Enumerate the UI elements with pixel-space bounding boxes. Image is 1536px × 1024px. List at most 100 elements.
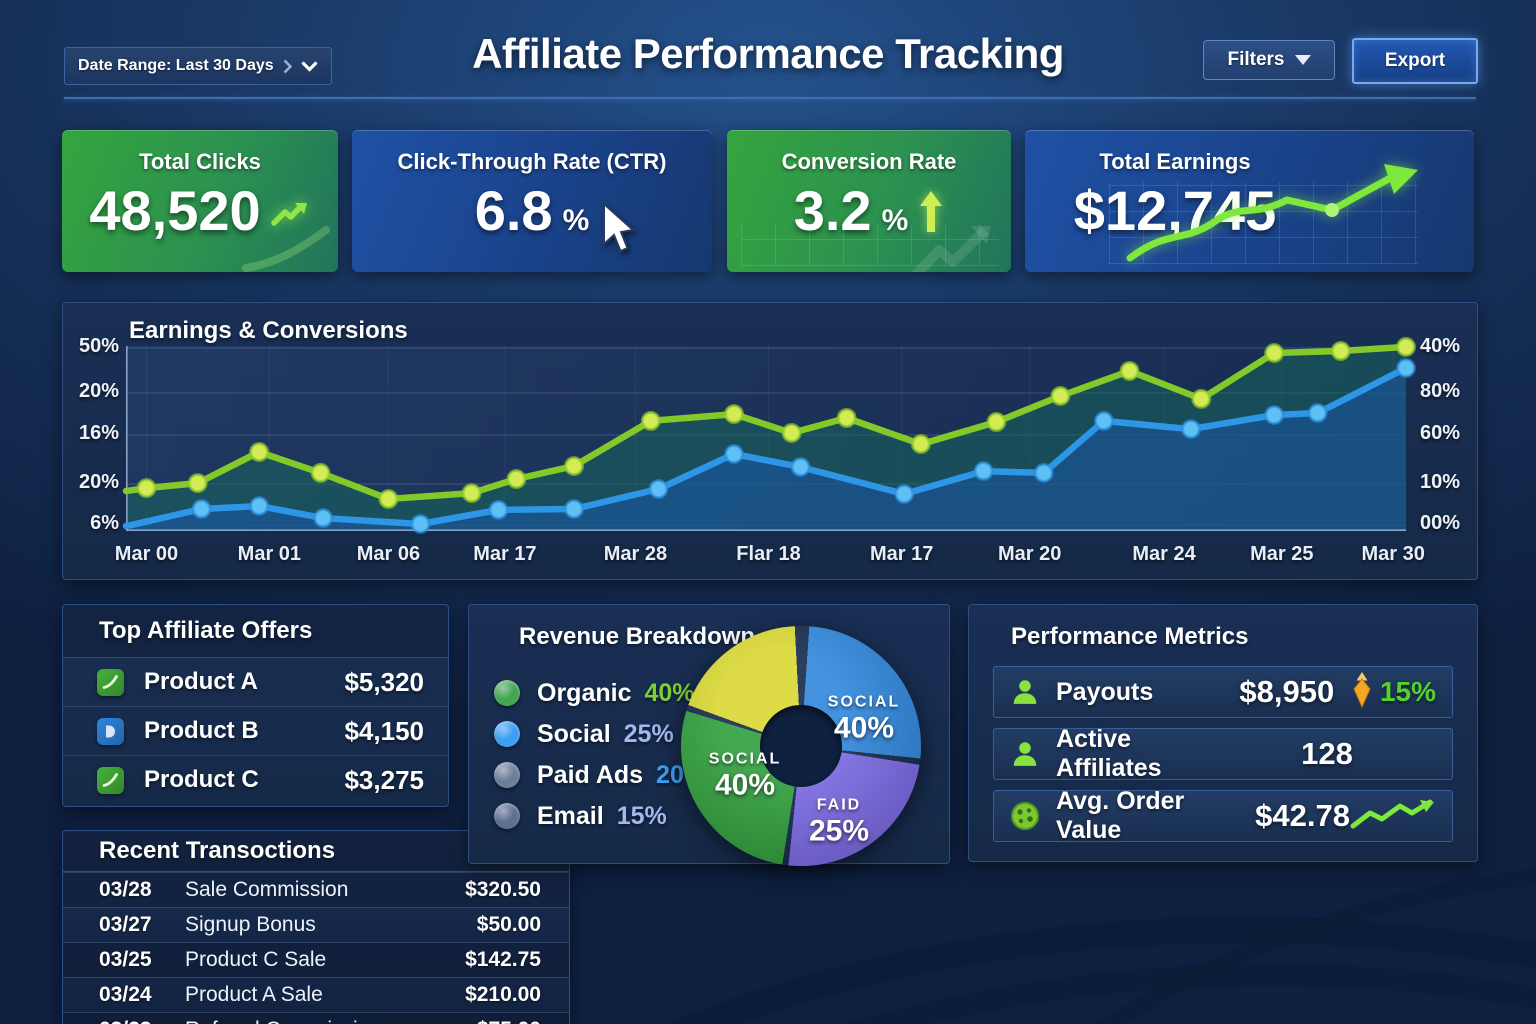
donut-hole (760, 705, 842, 787)
x-axis-tick: Mar 00 (114, 543, 179, 565)
legend-item-organic[interactable]: Organic 40% (494, 675, 695, 711)
page-title: Affiliate Performance Tracking (472, 30, 1064, 77)
y-axis-tick-left: 20% (78, 471, 119, 493)
x-axis-tick: Mar 17 (869, 543, 934, 565)
x-axis-tick: Mar 25 (1250, 543, 1314, 565)
kpi-card-total-clicks: Total Clicks 48,520 (62, 130, 338, 272)
legend-dot-icon (494, 762, 520, 788)
transaction-date: 03/24 (99, 983, 152, 1006)
y-axis-tick-left: 50% (78, 335, 119, 358)
transaction-list-item[interactable]: 03/28 Sale Commission $320.50 (63, 872, 569, 907)
metric-label: Active Affiliates (1056, 725, 1162, 782)
product-d-icon (97, 717, 124, 745)
x-axis-tick: Mar 06 (356, 543, 421, 565)
donut-slice-value: 25% (808, 814, 870, 848)
chart-title: Earnings & Conversions (129, 317, 408, 344)
kpi-value: 3.2 (793, 179, 872, 242)
date-range-select[interactable]: Date Range: Last 30 Days (64, 47, 332, 85)
kpi-card-conversion-rate: Conversion Rate 3.2 % (727, 130, 1011, 272)
product-swoosh-icon (97, 668, 124, 696)
watermark-arrow-icon (242, 226, 330, 272)
offers-header: Top Affiliate Offers (63, 605, 448, 658)
offer-list-item[interactable]: Product C $3,275 (63, 755, 448, 804)
x-axis-tick: Flar 18 (736, 543, 801, 565)
date-range-label: Date Range: Last 30 Days (78, 57, 274, 74)
revenue-donut-chart[interactable]: SOCIAL 40% FAID 25% SOCIAL 40% (681, 626, 921, 866)
transaction-list-item[interactable]: 03/25 Product C Sale $142.75 (63, 942, 569, 977)
metric-label: Avg. Order Value (1056, 787, 1185, 844)
transactions-title: Recent Transoctions (99, 837, 336, 864)
metric-row-payouts[interactable]: Payouts $8,950 15% (993, 666, 1453, 718)
legend-value: 40% (644, 678, 695, 707)
transaction-list-item[interactable]: 03/24 Product A Sale $210.00 (63, 977, 569, 1012)
kpi-label: Click-Through Rate (CTR) (397, 149, 667, 174)
legend-item-email[interactable]: Email 15% (494, 798, 667, 834)
legend-name: Paid Ads (537, 760, 644, 789)
transaction-amount: $210.00 (465, 983, 541, 1006)
performance-metrics-panel: Performance Metrics Payouts $8,950 15% Acti… (968, 604, 1478, 862)
mouse-cursor-icon (602, 201, 640, 259)
legend-name: Email (537, 801, 604, 830)
kpi-label: Total Clicks (139, 149, 261, 174)
offer-list-item[interactable]: Product B $4,150 (63, 706, 448, 755)
legend-item-paid-ads[interactable]: Paid Ads 20% (494, 757, 706, 793)
transaction-amount: $50.00 (476, 913, 541, 936)
legend-value: 25% (623, 719, 674, 748)
transaction-date: 03/25 (99, 948, 152, 971)
offer-list-item[interactable]: Product A $5,320 (63, 658, 448, 706)
metric-row-active-affiliates[interactable]: Active Affiliates 128 (993, 725, 1453, 782)
kpi-value-suffix: % (562, 204, 590, 237)
trend-zigzag-arrow-icon (270, 203, 307, 226)
transaction-list-item[interactable]: 03/23Referral Commission$75.00 (63, 1012, 569, 1024)
y-axis-tick-right: 80% (1420, 379, 1461, 402)
offer-name: Product B (144, 717, 259, 744)
offers-title: Top Affiliate Offers (99, 617, 313, 644)
offer-value: $3,275 (344, 764, 424, 795)
donut-slice-label: FAID 25% (809, 797, 869, 848)
legend-value: 15% (616, 801, 667, 830)
y-axis-tick-left: 20% (78, 379, 119, 402)
metric-sparkline-icon (1350, 798, 1436, 835)
transaction-description: Product C Sale (185, 948, 327, 971)
export-button[interactable]: Export (1352, 38, 1478, 84)
revenue-title: Revenue Breakdown (519, 623, 756, 650)
offer-name: Product A (144, 668, 258, 695)
dropdown-triangle-icon (1294, 55, 1311, 65)
x-axis-tick: Mar 01 (237, 543, 302, 565)
filters-button[interactable]: Filters (1203, 40, 1335, 80)
y-axis-tick-right: 00% (1420, 512, 1461, 535)
x-axis-tick: Mar 30 (1361, 543, 1425, 565)
transaction-date: 03/28 (99, 878, 152, 901)
coin-icon (1010, 801, 1040, 831)
donut-slice-name: FAID (816, 796, 862, 814)
kpi-card-ctr: Click-Through Rate (CTR) 6.8 % (352, 130, 712, 272)
metric-label: Payouts (1056, 677, 1154, 706)
person-icon (1010, 677, 1040, 707)
metric-value: $42.78 (1255, 798, 1350, 833)
transaction-list-item[interactable]: 03/27 Signup Bonus $50.00 (63, 907, 569, 942)
y-axis-tick-left: 16% (78, 421, 119, 444)
x-axis-tick: Mar 24 (1132, 543, 1196, 565)
gold-diamond-arrow-icon (1352, 671, 1372, 713)
earnings-conversions-chart-panel: Earnings & Conversions 50% 40% 20% 80% 16% 60… (62, 302, 1478, 580)
chart-plot-area[interactable] (122, 336, 1416, 534)
legend-item-social[interactable]: Social 25% (494, 716, 674, 752)
y-axis-tick-left: 6% (90, 512, 119, 535)
y-axis-tick-right: 10% (1420, 471, 1461, 493)
x-axis-tick: Mar 17 (473, 543, 537, 565)
metric-row-avg-order-value[interactable]: Avg. Order Value $42.78 (993, 787, 1453, 844)
watermark-arrow-icon (911, 226, 991, 272)
filters-button-label: Filters (1227, 49, 1285, 70)
transaction-amount: $75.00 (477, 1018, 541, 1024)
kpi-value: 6.8 (474, 179, 553, 242)
chevron-right-icon (283, 59, 292, 73)
legend-dot-icon (494, 721, 520, 747)
donut-slice-name: SOCIAL (827, 693, 901, 711)
kpi-card-total-earnings: Total Earnings $12,745 (1025, 130, 1474, 272)
legend-dot-icon (494, 680, 520, 706)
transaction-description: Referral Commission (185, 1018, 477, 1024)
legend-name: Social (537, 719, 611, 748)
kpi-value-suffix: % (881, 204, 909, 237)
metric-extra (1350, 798, 1436, 835)
y-axis-tick-right: 40% (1420, 335, 1461, 358)
